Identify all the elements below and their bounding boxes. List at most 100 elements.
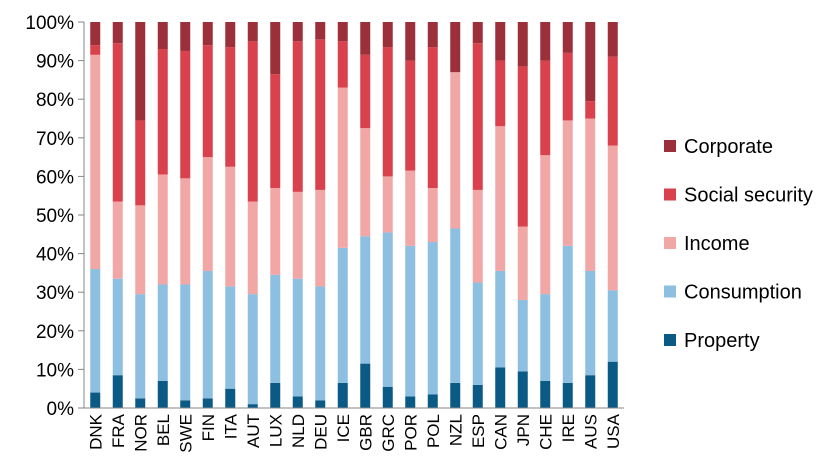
- bar-segment-corporate: [562, 22, 573, 53]
- legend-swatch: [664, 237, 676, 249]
- bar-segment-corporate: [382, 22, 393, 48]
- bar-segment-property: [180, 400, 191, 408]
- bar-segment-corporate: [157, 22, 168, 50]
- bar-segment-consumption: [202, 270, 213, 399]
- bar-segment-social-security: [427, 47, 438, 188]
- bar-segment-income: [540, 155, 551, 295]
- bar-segment-consumption: [405, 245, 416, 397]
- x-tick-label: AUT: [244, 414, 263, 448]
- legend-swatch: [664, 285, 676, 298]
- x-tick-label: CHE: [536, 414, 555, 450]
- bar-segment-consumption: [180, 284, 191, 401]
- bar-segment-property: [202, 398, 213, 408]
- bar-segment-income: [405, 170, 416, 246]
- bar-segment-social-security: [472, 43, 483, 190]
- bar-segment-corporate: [585, 22, 596, 102]
- bar-segment-social-security: [157, 49, 168, 175]
- bar-segment-corporate: [405, 22, 416, 61]
- x-tick-label: NZL: [446, 414, 465, 446]
- bar-segment-consumption: [540, 294, 551, 381]
- bar-segment-income: [607, 145, 618, 291]
- bar-segment-social-security: [405, 60, 416, 171]
- bar-segment-social-security: [382, 47, 393, 177]
- bar-segment-consumption: [315, 286, 326, 401]
- x-tick-label: GRC: [379, 414, 398, 452]
- bar-segment-consumption: [382, 232, 393, 387]
- legend-label: Income: [684, 233, 750, 255]
- x-tick-label: ITA: [221, 413, 240, 439]
- bar-segment-consumption: [157, 284, 168, 381]
- bar-segment-corporate: [292, 22, 303, 42]
- bar-segment-income: [472, 189, 483, 283]
- y-tick-label: 20%: [36, 322, 74, 343]
- y-tick-label: 40%: [36, 245, 74, 266]
- bar-segment-corporate: [607, 22, 618, 57]
- bar-segment-income: [180, 178, 191, 285]
- legend-swatch: [664, 140, 676, 152]
- bar-segment-income: [450, 72, 461, 229]
- bar-segment-social-security: [135, 120, 146, 206]
- bar-segment-social-security: [90, 45, 101, 55]
- bar-segment-social-security: [517, 66, 528, 227]
- bar-segment-consumption: [495, 270, 506, 368]
- bar-segment-corporate: [202, 22, 213, 46]
- bar-segment-income: [517, 226, 528, 300]
- bar-segment-property: [337, 382, 348, 408]
- bar-segment-income: [270, 187, 281, 275]
- bar-segment-consumption: [90, 269, 101, 393]
- bar-segment-property: [360, 363, 371, 408]
- bar-segment-property: [495, 367, 506, 408]
- x-tick-label: USA: [604, 413, 623, 449]
- y-tick-label: 70%: [36, 129, 74, 150]
- y-tick-label: 60%: [36, 167, 74, 188]
- bar-segment-social-security: [180, 50, 191, 179]
- legend: Corporate Social security Income Consumptio…: [664, 136, 813, 352]
- bar-segment-social-security: [225, 47, 236, 167]
- legend-swatch: [664, 334, 676, 346]
- bar-segment-social-security: [112, 43, 123, 202]
- bar-segment-property: [225, 388, 236, 408]
- x-tick-label: IRE: [559, 414, 578, 442]
- bar-segment-property: [540, 380, 551, 408]
- bar-segment-consumption: [450, 228, 461, 383]
- bar-segment-consumption: [225, 286, 236, 389]
- bar-segment-consumption: [360, 236, 371, 364]
- y-tick-label: 90%: [36, 52, 74, 73]
- y-axis-ticks: 0% 10% 20% 30% 40% 50% 60% 70% 80% 90% 100%: [25, 13, 84, 420]
- bar-segment-corporate: [495, 22, 506, 61]
- bar-segment-corporate: [180, 22, 191, 51]
- bar-segment-property: [472, 384, 483, 408]
- bar-segment-consumption: [517, 299, 528, 372]
- bar-segment-consumption: [292, 278, 303, 397]
- y-tick-label: 0%: [47, 399, 75, 420]
- bar-segment-income: [225, 166, 236, 287]
- bar-segment-property: [247, 404, 258, 408]
- bar-segment-corporate: [315, 22, 326, 40]
- x-tick-label: DNK: [86, 413, 105, 450]
- bar-segment-consumption: [112, 278, 123, 376]
- bar-segment-property: [157, 380, 168, 408]
- bar-segment-property: [315, 400, 326, 408]
- legend-label: Social security: [684, 185, 813, 207]
- bar-segment-social-security: [202, 45, 213, 158]
- bar-segment-property: [405, 396, 416, 408]
- x-tick-label: ESP: [469, 414, 488, 448]
- bar-segment-social-security: [315, 39, 326, 190]
- y-tick-label: 10%: [36, 360, 74, 381]
- bar-segment-consumption: [247, 294, 258, 405]
- bar-segment-social-security: [585, 101, 596, 119]
- x-tick-label: DEU: [311, 414, 330, 450]
- bar-segment-income: [337, 87, 348, 248]
- bar-segment-income: [427, 187, 438, 243]
- legend-label: Consumption: [684, 282, 802, 304]
- bar-segment-property: [427, 394, 438, 408]
- bar-segment-corporate: [135, 22, 146, 121]
- legend-swatch: [664, 188, 676, 201]
- y-tick-label: 50%: [36, 206, 74, 227]
- bar-segment-corporate: [427, 22, 438, 48]
- bar-segment-social-security: [562, 52, 573, 121]
- bar-segment-corporate: [337, 22, 348, 42]
- bar-segment-social-security: [292, 41, 303, 192]
- bar-segment-property: [112, 375, 123, 408]
